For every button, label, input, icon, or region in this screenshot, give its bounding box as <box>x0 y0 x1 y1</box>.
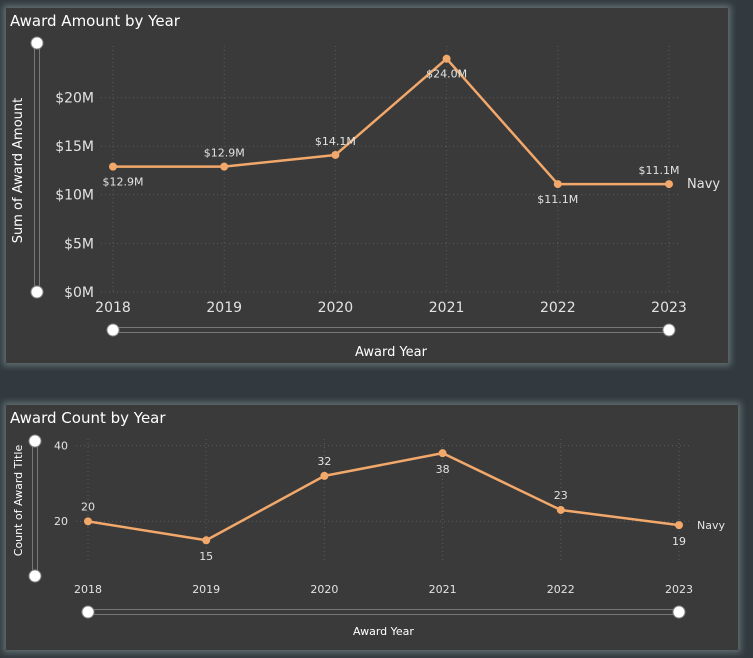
y-tick-label: $5M <box>64 236 94 252</box>
x-tick-label: 2018 <box>74 583 102 596</box>
y-range-slider-track[interactable] <box>34 42 40 293</box>
y-tick-label: $10M <box>55 188 94 204</box>
data-point[interactable] <box>320 471 329 480</box>
x-tick-label: 2021 <box>429 300 465 316</box>
x-tick-label: 2019 <box>192 583 220 596</box>
chart-title: Award Count by Year <box>10 409 166 427</box>
y-range-slider-handle-bottom[interactable] <box>30 285 44 299</box>
x-tick-label: 2020 <box>318 300 354 316</box>
data-point[interactable] <box>109 162 117 171</box>
data-label: $11.1M <box>537 193 578 206</box>
data-label: $12.9M <box>103 175 144 188</box>
x-range-slider-track[interactable] <box>87 609 680 615</box>
series-label: Navy <box>697 519 725 532</box>
data-label: $14.1M <box>315 135 356 148</box>
data-label: 15 <box>199 550 213 563</box>
y-tick-label: $0M <box>64 285 94 301</box>
series-line-navy <box>113 57 669 186</box>
x-tick-label: 2022 <box>540 300 576 316</box>
data-point[interactable] <box>675 521 683 530</box>
data-label: 20 <box>81 500 95 513</box>
x-range-slider-handle-left[interactable] <box>81 605 95 619</box>
y-axis-title: Sum of Award Amount <box>11 98 26 244</box>
data-label: 23 <box>554 489 568 502</box>
y-axis-title: Count of Award Title <box>12 445 25 557</box>
y-tick-label: 20 <box>54 515 68 528</box>
x-tick-label: 2018 <box>95 300 131 316</box>
y-tick-label: $20M <box>55 91 94 107</box>
x-tick-label: 2023 <box>651 300 687 316</box>
series-line-navy <box>87 451 680 542</box>
x-axis-title: Award Year <box>353 625 414 638</box>
data-point[interactable] <box>202 536 211 545</box>
x-tick-label: 2020 <box>310 583 338 596</box>
x-range-slider-handle-right[interactable] <box>662 323 676 337</box>
data-point[interactable] <box>442 54 451 63</box>
y-tick-label: $15M <box>55 139 94 155</box>
x-range-slider-handle-left[interactable] <box>106 323 120 337</box>
data-point[interactable] <box>665 180 673 189</box>
x-tick-label: 2021 <box>429 583 457 596</box>
data-point[interactable] <box>331 150 340 159</box>
data-label: 38 <box>436 463 450 476</box>
x-tick-label: 2023 <box>665 583 693 596</box>
series-label: Navy <box>687 177 720 192</box>
x-axis-title: Award Year <box>355 345 428 360</box>
data-point[interactable] <box>556 505 565 514</box>
data-label: $11.1M <box>639 164 680 177</box>
award-count-card: Award Count by Year 20 40 2018 2019 2020 2021… <box>6 405 738 650</box>
y-range-slider-track[interactable] <box>32 440 38 577</box>
data-point[interactable] <box>84 517 92 526</box>
award-amount-card: Award Amount by Year $0M $5M $10M $15M $20M 2… <box>6 8 728 363</box>
y-tick-label: 40 <box>54 439 68 452</box>
award-count-chart: 20 40 2018 2019 2020 2021 2022 2023 20 15 32 38 23 19… <box>12 434 725 638</box>
x-tick-label: 2022 <box>547 583 575 596</box>
x-tick-label: 2019 <box>206 300 242 316</box>
award-amount-chart: $0M $5M $10M $15M $20M 2018 2019 2020 2021 2022 20… <box>11 36 720 360</box>
data-label: $24.0M <box>426 68 467 81</box>
data-point[interactable] <box>438 449 447 458</box>
y-range-slider-handle-top[interactable] <box>28 434 42 448</box>
y-range-slider-handle-bottom[interactable] <box>28 569 42 583</box>
data-point[interactable] <box>553 180 562 189</box>
data-label: $12.9M <box>204 147 245 160</box>
data-label: 19 <box>672 535 686 548</box>
x-range-slider-handle-right[interactable] <box>672 605 686 619</box>
chart-title: Award Amount by Year <box>10 12 180 30</box>
x-range-slider-track[interactable] <box>112 327 670 333</box>
data-point[interactable] <box>220 162 229 171</box>
y-range-slider-handle-top[interactable] <box>30 36 44 50</box>
data-label: 32 <box>317 455 331 468</box>
